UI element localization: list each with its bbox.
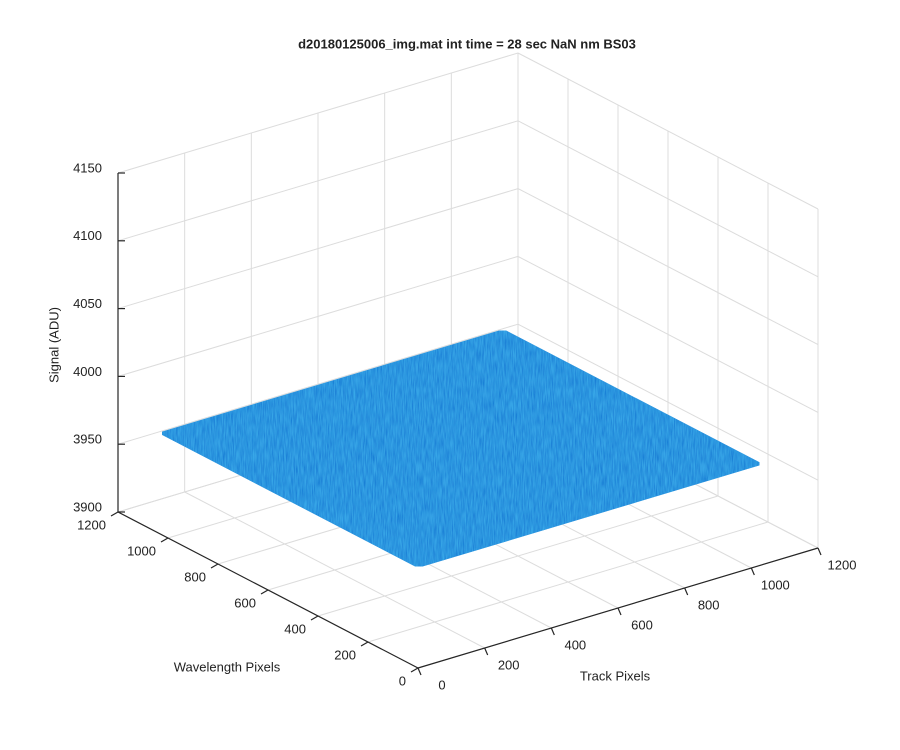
grid-line: [117, 188, 519, 310]
x-axis-label: Track Pixels: [580, 668, 651, 683]
z-tick-label: 4000: [73, 364, 102, 379]
z-axis-label: Signal (ADU): [46, 307, 61, 383]
grid-line: [517, 188, 819, 346]
x-tick: [684, 587, 689, 596]
y-tick-label: 0: [399, 673, 406, 688]
x-tick-label: 1200: [828, 557, 857, 572]
x-tick: [417, 667, 422, 676]
grid-line: [517, 255, 819, 413]
grid-line: [517, 52, 819, 210]
x-tick: [617, 607, 622, 616]
x-tick-label: 400: [564, 637, 586, 652]
chart-title: d20180125006_img.mat int time = 28 sec N…: [298, 36, 636, 51]
y-tick-label: 1000: [127, 543, 156, 558]
surface-patch: [158, 329, 764, 568]
y-axis-label: Wavelength Pixels: [174, 659, 281, 674]
x-tick-label: 1000: [761, 577, 790, 592]
y-tick-label: 200: [334, 647, 356, 662]
x-tick-label: 0: [438, 677, 445, 692]
x-tick-label: 600: [631, 617, 653, 632]
z-tick-label: 4050: [73, 296, 102, 311]
y-tick-label: 600: [234, 595, 256, 610]
grid-line: [517, 323, 819, 481]
grid-line: [517, 120, 819, 278]
y-tick: [360, 641, 369, 647]
y-tick: [310, 615, 319, 621]
y-tick-label: 400: [284, 621, 306, 636]
grid-line: [117, 323, 519, 445]
y-tick: [110, 511, 119, 517]
y-tick: [210, 563, 219, 569]
z-tick-label: 3950: [73, 432, 102, 447]
grid-line: [367, 521, 769, 643]
x-tick: [817, 547, 822, 556]
grid-line: [117, 255, 519, 377]
y-tick-label: 1200: [77, 517, 106, 532]
z-tick-label: 4150: [73, 160, 102, 175]
grid-line: [117, 52, 519, 174]
y-tick-label: 800: [184, 569, 206, 584]
z-tick-label: 4100: [73, 228, 102, 243]
grid-line: [317, 495, 719, 617]
x-tick: [550, 627, 555, 636]
x-tick-label: 200: [498, 657, 520, 672]
y-tick: [260, 589, 269, 595]
y-tick: [410, 667, 419, 673]
grid-line: [117, 120, 519, 242]
z-tick-label: 3900: [73, 499, 102, 514]
x-tick: [484, 647, 489, 656]
y-tick: [160, 537, 169, 543]
x-tick: [750, 567, 755, 576]
x-tick-label: 800: [698, 597, 720, 612]
